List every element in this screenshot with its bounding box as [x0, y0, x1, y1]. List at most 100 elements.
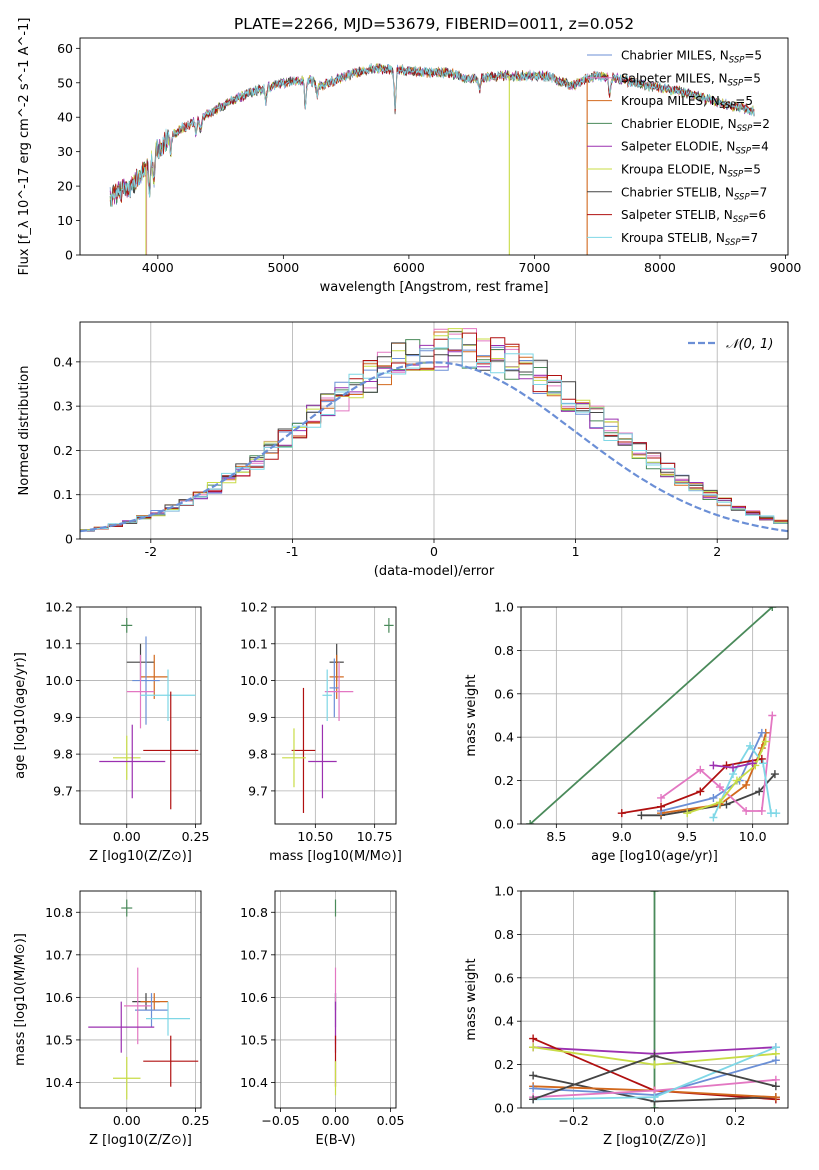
legend-series-name: Salpeter ELODIE: [621, 140, 719, 154]
weight-line: [712, 744, 777, 818]
x-tick-label: -1: [286, 544, 298, 559]
legend-nssp-value: =6: [748, 208, 766, 222]
legend-nssp-prefix: , N: [712, 49, 729, 63]
legend-nssp-prefix: , N: [708, 231, 725, 245]
x-tick-label: 0.25: [182, 1113, 210, 1128]
data-point-errorbar: [282, 728, 306, 788]
legend-nssp-value: =5: [743, 71, 761, 85]
data-point-errorbar: [143, 691, 199, 810]
axes-frame: [274, 606, 397, 825]
weight-marker: [742, 780, 751, 789]
chart-title: PLATE=2266, MJD=53679, FIBERID=0011, z=0…: [234, 15, 634, 33]
legend-entry: Chabrier STELIB, NSSP=7: [621, 185, 767, 202]
y-tick-label: 0: [65, 248, 73, 263]
x-axis-label: Z [log10(Z/Z⊙)]: [603, 1133, 706, 1148]
plot-area-z-weight: [529, 891, 780, 1108]
weight-marker: [771, 1082, 780, 1091]
weight-marker: [709, 793, 718, 802]
y-tick-label: 9.8: [248, 747, 268, 762]
weight-marker: [529, 1034, 538, 1043]
y-tick-label: 10: [57, 213, 73, 228]
legend-entry: Salpeter MILES, NSSP=5: [621, 71, 761, 88]
histogram-step: [80, 338, 788, 531]
weight-marker: [529, 1095, 538, 1104]
y-axis-label: mass [log10(M/M⊙)]: [13, 933, 28, 1066]
x-tick-label: 5000: [267, 260, 299, 275]
legend-nssp-value: =7: [750, 185, 768, 199]
weight-marker: [748, 759, 757, 768]
data-point-errorbar: [143, 1035, 199, 1087]
axes-frame: [274, 890, 397, 1109]
y-tick-label: 10.2: [45, 600, 73, 615]
x-tick-label: 0.25: [182, 829, 210, 844]
y-tick-label: 1.0: [494, 600, 514, 615]
y-tick-label: 0.4: [494, 1014, 514, 1029]
y-tick-label: 50: [57, 75, 73, 90]
y-tick-label: 9.9: [248, 710, 268, 725]
y-tick-label: 0.8: [494, 927, 514, 942]
x-tick-label: 7000: [519, 260, 551, 275]
data-point-errorbar: [140, 669, 196, 722]
plot-area-mass-age: [282, 618, 394, 813]
weight-marker: [683, 809, 692, 818]
x-tick-label: 9.5: [677, 829, 697, 844]
y-tick-label: 10.7: [45, 947, 73, 962]
weight-line: [529, 607, 773, 824]
x-tick-label: 10.0: [739, 829, 767, 844]
axes-frame: [520, 890, 789, 1109]
y-tick-label: 0.6: [494, 970, 514, 985]
legend-entry: Kroupa STELIB, NSSP=7: [621, 231, 758, 248]
legend-series-name: Salpeter STELIB: [621, 208, 716, 222]
x-tick-label: 2: [713, 544, 721, 559]
y-tick-label: 0.2: [53, 443, 73, 458]
data-point-errorbar: [132, 636, 160, 725]
weight-marker: [529, 1043, 538, 1052]
y-axis-label: Normed distribution: [17, 366, 32, 496]
plot-area-spectrum: [109, 63, 755, 255]
y-tick-label: 0.4: [53, 354, 73, 369]
weight-marker: [650, 1051, 659, 1060]
legend-series-name: Salpeter MILES: [621, 71, 711, 85]
y-tick-label: 0.6: [494, 686, 514, 701]
x-axis-label: Z [log10(Z/Z⊙)]: [89, 849, 192, 864]
x-axis-label: mass [log10(M/M⊙)]: [269, 849, 402, 864]
y-tick-label: 0: [65, 532, 73, 547]
axes-z-mass: 0.00 0.25 10.4 10.5 10.6 10.7 10.8 Z [log10(Z/Z…: [13, 890, 210, 1148]
y-tick-label: 10.5: [45, 1032, 73, 1047]
y-tick-label: 20: [57, 179, 73, 194]
legend-entry: Chabrier ELODIE, NSSP=2: [621, 117, 770, 134]
y-tick-label: 30: [57, 144, 73, 159]
data-point-errorbar: [324, 662, 354, 722]
x-axis-label: wavelength [Angstrom, rest frame]: [320, 280, 549, 295]
x-tick-label: 8.5: [546, 829, 566, 844]
y-tick-label: 60: [57, 41, 73, 56]
legend-series-name: Kroupa STELIB: [621, 231, 708, 245]
gridlines: [275, 606, 396, 824]
gaussian-reference-curve: [80, 361, 788, 533]
data-point-errorbar: [146, 1001, 190, 1036]
plot-area-residuals: [80, 328, 788, 533]
data-point-errorbar: [121, 899, 133, 917]
x-tick-label: 4000: [142, 260, 174, 275]
weight-marker: [696, 765, 705, 774]
legend-entry: Salpeter ELODIE, NSSP=4: [621, 140, 769, 157]
weight-marker: [772, 809, 781, 818]
y-tick-label: 10.6: [45, 990, 73, 1005]
x-tick-label: 9000: [770, 260, 802, 275]
weight-marker: [757, 806, 766, 815]
weight-marker: [696, 787, 705, 796]
weight-marker: [759, 759, 768, 768]
legend-nssp-value: =5: [744, 49, 762, 63]
weight-marker: [617, 809, 626, 818]
legend-series-name: Kroupa ELODIE: [621, 163, 711, 177]
y-tick-label: 0.8: [494, 643, 514, 658]
axes-z-age: 0.00 0.25 9.7 9.8 9.9 10.0 10.1 10.2 Z [log10(Z/…: [13, 600, 209, 865]
legend-nssp-subscript: SSP: [734, 192, 750, 202]
weight-marker: [770, 770, 779, 779]
axes-mass-age: 10.50 10.75 9.7 9.8 9.9 10.0 10.1 10.2 mass [log…: [240, 600, 402, 865]
legend-nssp-prefix: , N: [720, 117, 737, 131]
data-point-errorbar: [140, 993, 168, 1011]
weight-marker: [729, 763, 738, 772]
weight-marker: [746, 741, 755, 750]
